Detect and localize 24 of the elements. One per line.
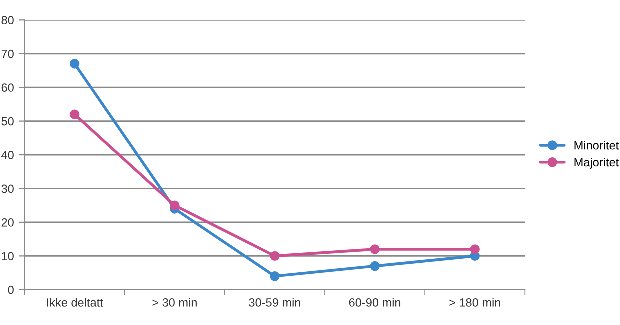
x-tick-label: 60-90 min [349,298,401,307]
point [70,59,80,69]
legend-label: Minoritet [574,141,620,150]
y-tick-label: 20 [2,218,14,227]
x-tick-label: > 180 min [450,298,500,307]
point [270,251,280,262]
point [470,244,480,254]
y-tick-label: 60 [2,84,14,92]
point [170,200,180,210]
y-tick-label: 70 [2,50,14,58]
x-tick-label: 30-59 min [249,298,300,307]
point [370,244,380,254]
y-tick-label: 10 [2,252,14,261]
y-tick-label: 80 [2,16,14,25]
y-tick-label: 0 [8,286,14,294]
legend-label: Majoritet [574,158,620,169]
point [370,261,380,272]
point [270,272,280,282]
x-tick-label: > 30 min [152,298,197,307]
y-tick-label: 50 [2,117,14,126]
point [70,110,80,120]
x-tick-label: Ikke deltatt [47,298,104,307]
y-tick-label: 40 [2,151,14,160]
y-tick-label: 30 [2,184,14,194]
